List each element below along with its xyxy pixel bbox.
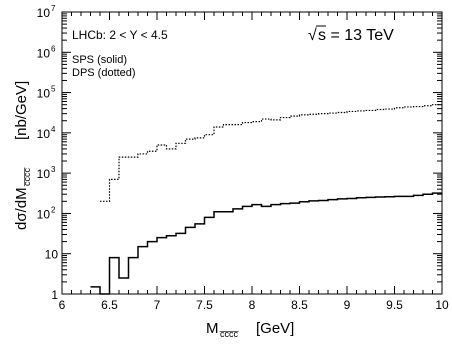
y-tick-label: 10 [37,6,51,20]
annotation-energy-text: s = 13 TeV [318,27,394,44]
x-axis-title-sub: c̅c̅c̅c̅ [219,329,239,339]
y-axis-title-main: dσ/dM [13,187,30,230]
annotation-energy: √ s = 13 TeV [308,25,394,44]
y-tick-label-exponent: 6 [51,44,56,53]
y-tick-label: 10 [37,87,51,101]
y-axis-title-unit: [nb/GeV] [13,81,30,140]
annotation-sps: SPS (solid) [72,54,127,66]
axis-ticks [61,12,443,295]
x-tick-label: 10 [435,298,449,312]
series-group [90,104,442,295]
y-tick-label: 1 [51,288,58,302]
x-tick-label: 7.5 [196,298,213,312]
annotation-cut: LHCb: 2 < Y < 4.5 [72,28,168,42]
x-tick-labels: 6 6.5 7 7.5 8 8.5 9 9.5 10 [59,298,449,312]
x-axis-title: M c̅c̅c̅c̅ [GeV] [206,320,294,339]
x-tick-label: 8.5 [291,298,308,312]
y-tick-label: 10 [45,248,59,262]
y-tick-label-exponent: 4 [51,125,56,134]
y-tick-label-exponent: 3 [51,165,56,174]
y-tick-label-exponent: 2 [51,205,56,214]
y-tick-label: 10 [37,207,51,221]
x-axis-title-unit: [GeV] [256,320,294,337]
x-tick-label: 6.5 [101,298,118,312]
x-axis-title-main: M [206,320,219,337]
y-tick-label-exponent: 5 [51,85,56,94]
x-tick-label: 6 [59,298,66,312]
x-tick-label: 9.5 [386,298,403,312]
annotation-dps: DPS (dotted) [72,67,136,79]
y-axis-title-sub: c̅c̅c̅c̅ [22,167,32,187]
y-axis-title: dσ/dM c̅c̅c̅c̅ [nb/GeV] [13,81,32,230]
x-tick-label: 8 [249,298,256,312]
y-tick-label: 10 [37,46,51,60]
sqrt-symbol: √ [308,27,317,44]
x-tick-label: 9 [344,298,351,312]
series-solid-histogram [90,192,442,295]
y-tick-label: 10 [37,167,51,181]
y-tick-label: 10 [37,127,51,141]
series-dotted-histogram [100,104,442,202]
y-tick-label-exponent: 7 [51,4,56,13]
x-tick-label: 7 [154,298,161,312]
